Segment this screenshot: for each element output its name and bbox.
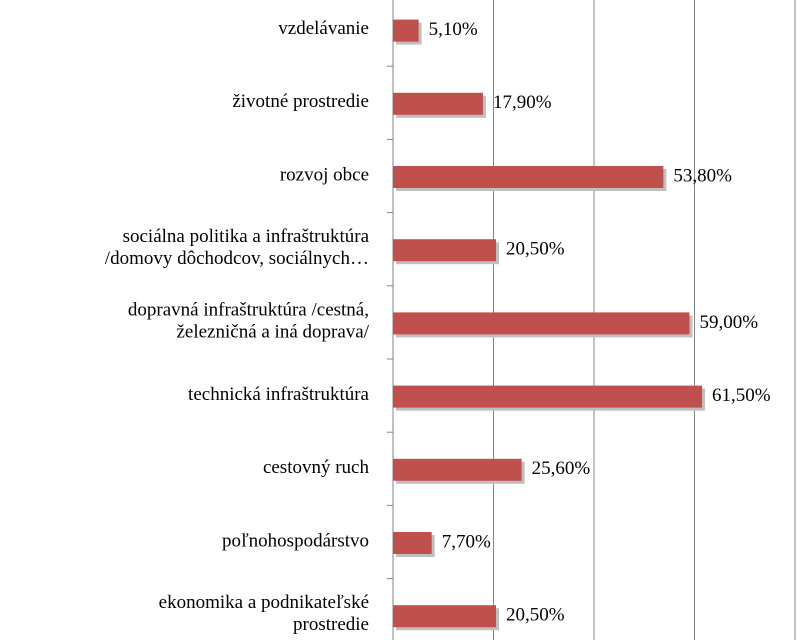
y-tick-label: poľnohospodárstvo (222, 530, 369, 551)
value-label: 20,50% (506, 239, 565, 260)
y-tick-label: cestovný ruch (263, 457, 370, 478)
bar (393, 19, 419, 42)
y-tick-label: technická infraštruktúra (188, 384, 370, 405)
value-label: 20,50% (506, 605, 565, 626)
value-label: 53,80% (673, 165, 732, 186)
value-label: 7,70% (442, 531, 491, 552)
y-tick-label: životné prostredie (232, 91, 369, 112)
bar (393, 312, 690, 335)
value-label: 25,60% (532, 458, 591, 479)
y-tick-label: sociálna politika a infraštruktúra/domov… (105, 227, 370, 270)
bar (393, 385, 703, 408)
y-tick-label: rozvoj obce (280, 164, 369, 185)
bar (393, 605, 497, 628)
y-tick-label: dopravná infraštruktúra /cestná, železnič… (128, 300, 370, 343)
value-label: 17,90% (493, 92, 552, 113)
value-label: 59,00% (699, 312, 758, 333)
bar (393, 458, 522, 481)
y-tick-label: ekonomika a podnikateľské prostredie (159, 593, 369, 636)
bar (393, 532, 432, 554)
bar (393, 166, 664, 188)
value-label: 61,50% (712, 385, 771, 406)
y-tick-label: vzdelávanie (278, 18, 369, 39)
bar (393, 92, 483, 115)
value-label: 5,10% (429, 19, 478, 40)
bar (393, 239, 497, 262)
